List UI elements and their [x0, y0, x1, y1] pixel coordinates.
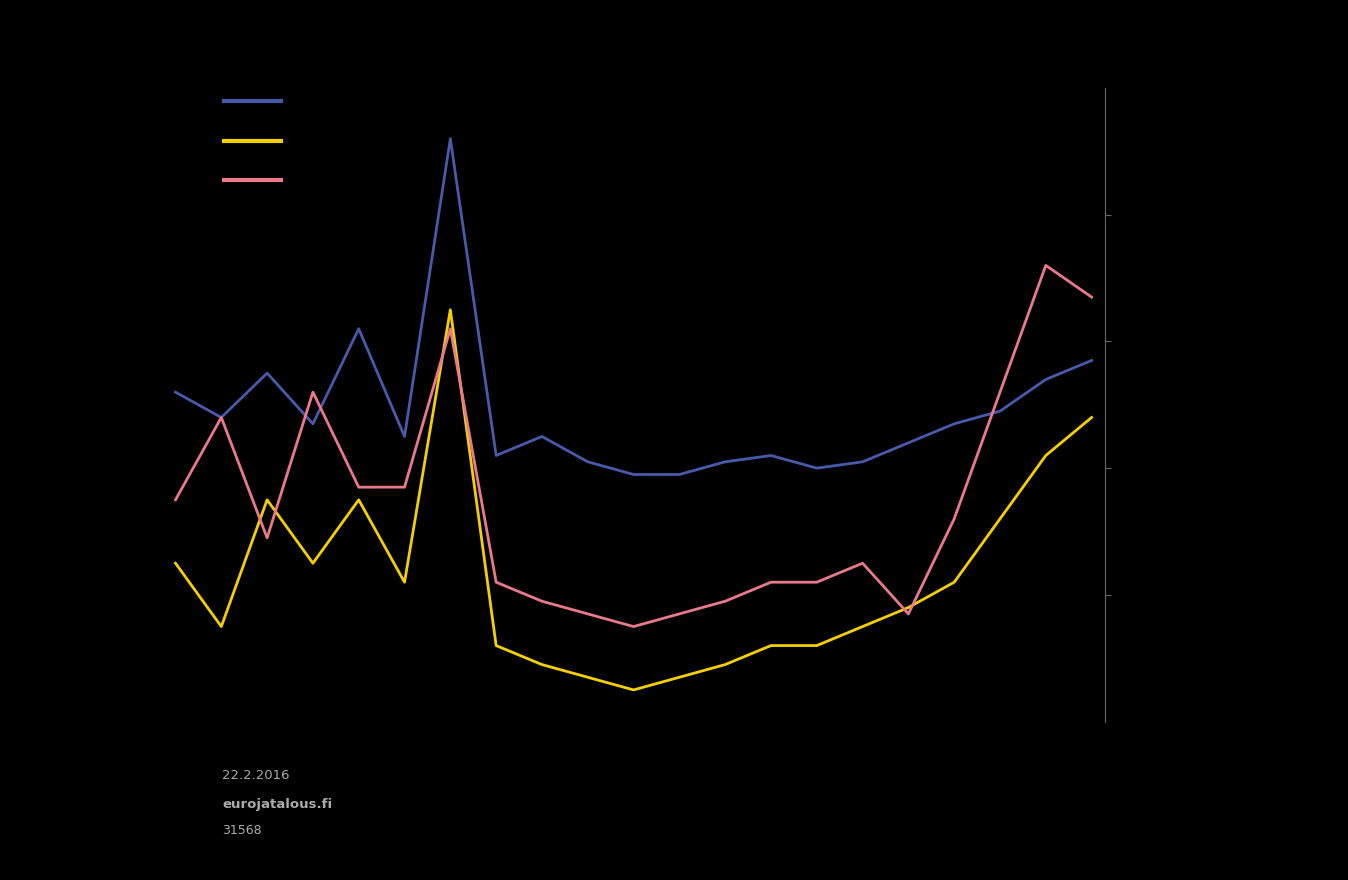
Text: 31568: 31568: [222, 825, 262, 837]
Text: eurojatalous.fi: eurojatalous.fi: [222, 798, 333, 810]
Text: 22.2.2016: 22.2.2016: [222, 769, 290, 781]
